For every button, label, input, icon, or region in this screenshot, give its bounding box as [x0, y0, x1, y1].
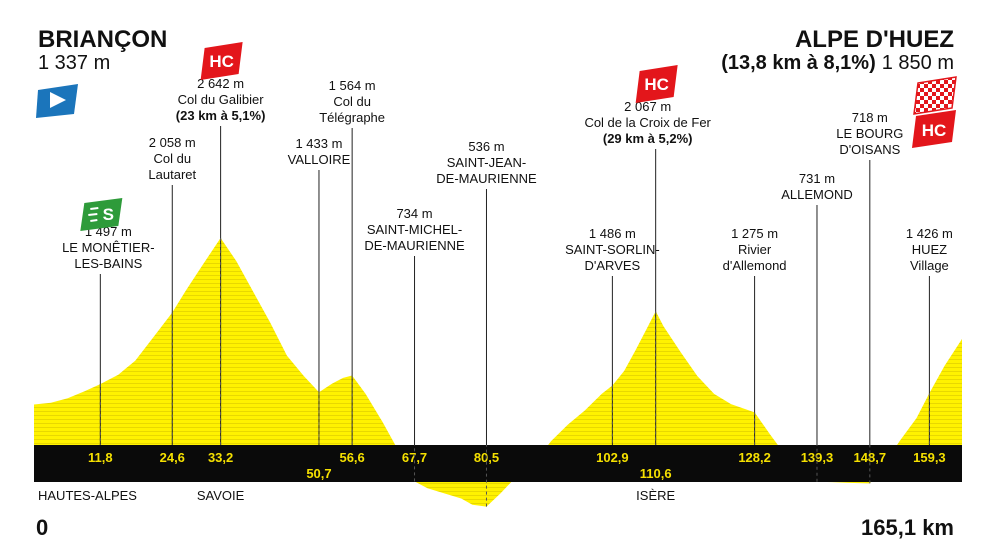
point-name: D'ARVES: [585, 258, 641, 273]
point-name: Col du: [153, 151, 191, 166]
point-altitude: 1 486 m: [589, 226, 636, 241]
point-name: DE-MAURIENNE: [436, 171, 537, 186]
finish-info: (13,8 km à 8,1%) 1 850 m: [721, 52, 954, 74]
point-name: LE BOURG: [836, 126, 903, 141]
point-climb: (23 km à 5,1%): [176, 108, 266, 123]
point-climb: (29 km à 5,2%): [603, 131, 693, 146]
point-name: Lautaret: [148, 167, 196, 182]
finish-hc-icon: HC: [912, 110, 956, 148]
finish-flag-icon: [913, 76, 957, 115]
region-label: SAVOIE: [197, 488, 245, 503]
point-altitude: 734 m: [396, 206, 432, 221]
km-marker: 56,6: [339, 450, 364, 465]
svg-text:HC: HC: [922, 121, 947, 140]
point-name: LES-BAINS: [74, 256, 142, 271]
point-name: Télégraphe: [319, 110, 385, 125]
point-name: D'OISANS: [839, 142, 900, 157]
point-name: VALLOIRE: [288, 152, 351, 167]
km-marker: 159,3: [913, 450, 946, 465]
point-altitude: 2 067 m: [624, 99, 671, 114]
point-altitude: 2 642 m: [197, 76, 244, 91]
region-label: HAUTES-ALPES: [38, 488, 137, 503]
svg-text:HC: HC: [209, 52, 234, 71]
point-name: Col du Galibier: [178, 92, 265, 107]
start-town: BRIANÇON: [38, 26, 167, 53]
km-band-bg: [34, 445, 962, 482]
hc-climb-icon: HC: [200, 42, 243, 80]
finish-climb: (13,8 km à 8,1%): [721, 52, 876, 74]
point-altitude: 1 564 m: [329, 78, 376, 93]
km-marker: 102,9: [596, 450, 629, 465]
point-altitude: 718 m: [852, 110, 888, 125]
point-name: SAINT-JEAN-: [447, 155, 526, 170]
point-altitude: 2 058 m: [149, 135, 196, 150]
start-flag-icon: [36, 84, 78, 118]
region-label: ISÈRE: [636, 488, 675, 503]
point-name: LE MONÊTIER-: [62, 240, 154, 255]
svg-text:S: S: [103, 205, 114, 224]
finish-town: ALPE D'HUEZ: [795, 26, 954, 53]
point-name: Col du: [333, 94, 371, 109]
km-marker: 33,2: [208, 450, 233, 465]
point-name: HUEZ: [912, 242, 947, 257]
km-marker: 24,6: [160, 450, 185, 465]
point-name: ALLEMOND: [781, 187, 853, 202]
point-name: d'Allemond: [723, 258, 787, 273]
point-altitude: 1 433 m: [295, 136, 342, 151]
km-band: 11,8 24,6 33,250,756,6 67,7 80,5 102,9110,612…: [34, 445, 962, 482]
point-label: 1 497 mLE MONÊTIER-LES-BAINS: [62, 224, 154, 271]
point-name: Village: [910, 258, 949, 273]
point-name: Rivier: [738, 242, 772, 257]
distance-start: 0: [36, 515, 48, 540]
profile-area: [34, 238, 962, 507]
km-marker: 110,6: [640, 466, 672, 481]
km-marker: 50,7: [306, 466, 331, 481]
km-marker: 11,8: [88, 450, 113, 465]
km-marker: 128,2: [738, 450, 771, 465]
profile-layer: [34, 238, 962, 507]
svg-text:HC: HC: [644, 75, 669, 94]
start-altitude: 1 337 m: [38, 52, 110, 74]
point-altitude: 1 275 m: [731, 226, 778, 241]
point-altitude: 1 426 m: [906, 226, 953, 241]
km-marker: 67,7: [402, 450, 427, 465]
hc-climb-icon: HC: [635, 65, 678, 103]
point-altitude: 536 m: [468, 139, 504, 154]
sprint-icon: S: [80, 198, 123, 231]
point-name: SAINT-SORLIN-: [565, 242, 660, 257]
point-name: SAINT-MICHEL-: [367, 222, 462, 237]
distance-end: 165,1 km: [861, 515, 954, 540]
point-altitude: 731 m: [799, 171, 835, 186]
point-name: Col de la Croix de Fer: [584, 115, 711, 130]
finish-altitude: 1 850 m: [882, 52, 954, 74]
point-name: DE-MAURIENNE: [364, 238, 465, 253]
